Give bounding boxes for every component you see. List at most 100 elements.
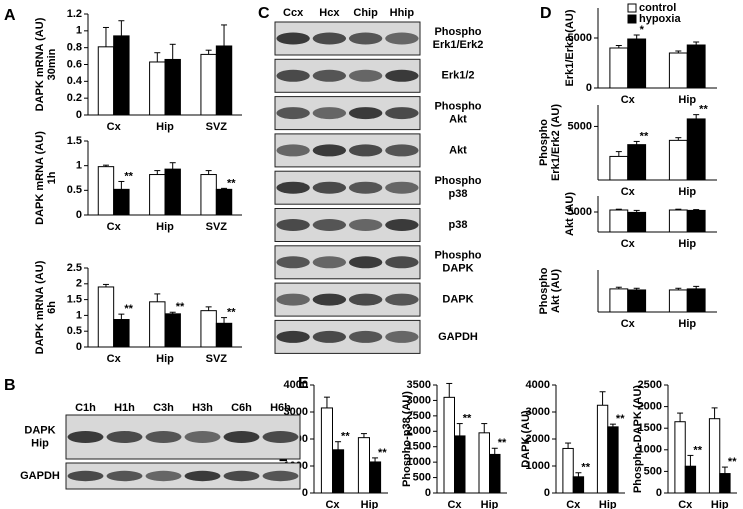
- x-tick-label: Cx: [325, 499, 340, 509]
- row-label: Akt: [449, 114, 467, 126]
- x-tick-label: SVZ: [206, 221, 228, 233]
- blot-band: [276, 144, 310, 157]
- significance: **: [341, 431, 350, 443]
- bar: [609, 47, 629, 89]
- x-tick-label: Hip: [599, 499, 617, 509]
- bar: [686, 209, 706, 233]
- bar: [572, 476, 585, 494]
- blot-band: [276, 32, 310, 45]
- x-tick-label: Cx: [447, 499, 462, 509]
- significance: **: [227, 307, 236, 319]
- x-tick-label: Hip: [678, 94, 696, 106]
- blot-band: [385, 219, 419, 231]
- bar: [200, 53, 217, 116]
- y-tick-label: 3000: [407, 394, 431, 406]
- bar: [357, 437, 370, 494]
- bar: [668, 209, 688, 233]
- legend-label: control: [639, 2, 676, 14]
- y-tick-label: 3500: [407, 379, 431, 391]
- blot-band: [276, 219, 310, 231]
- panel-label: E: [298, 375, 309, 392]
- blot-band: [312, 181, 347, 194]
- y-tick-label: 1000: [407, 456, 431, 468]
- bar: [684, 465, 697, 494]
- lane-label: Hhip: [390, 7, 415, 19]
- bar: [454, 435, 466, 494]
- y-tick-label: 1000: [526, 460, 550, 472]
- significance: **: [498, 437, 507, 449]
- row-label: DAPK: [442, 263, 473, 275]
- significance: **: [616, 413, 625, 425]
- bar: [215, 322, 233, 348]
- blot-band: [312, 32, 347, 45]
- bar: [627, 289, 647, 313]
- significance: **: [581, 462, 590, 474]
- y-axis-label: DAPK mRNA (AU): [34, 17, 46, 111]
- row-label: p38: [449, 219, 468, 231]
- x-tick-label: Hip: [156, 353, 174, 365]
- y-tick-label: 0: [76, 341, 82, 353]
- y-tick-label: 1500: [638, 422, 662, 434]
- legend-label: hypoxia: [639, 13, 681, 25]
- panel-label: B: [4, 377, 16, 394]
- lane-label: Chip: [353, 7, 378, 19]
- bar: [686, 44, 706, 89]
- bar: [113, 35, 130, 116]
- y-tick-label: 0.4: [67, 75, 83, 87]
- x-tick-label: Cx: [621, 186, 636, 198]
- blot-band: [184, 431, 221, 443]
- y-axis-label: Erk1/Erk2 (AU): [550, 104, 562, 181]
- x-tick-label: Hip: [156, 121, 174, 133]
- blot-band: [276, 69, 310, 82]
- blot-band: [312, 69, 347, 82]
- blot-band: [276, 181, 310, 194]
- blot-band: [312, 144, 347, 157]
- bar: [332, 449, 345, 494]
- y-tick-label: 0: [76, 209, 82, 221]
- row-label: GAPDH: [438, 331, 478, 343]
- blot-band: [385, 293, 419, 306]
- blot-band: [348, 181, 383, 194]
- y-tick-label: 0: [544, 487, 550, 499]
- lane-label: H1h: [114, 402, 135, 414]
- blot-band: [312, 219, 347, 231]
- x-tick-label: Cx: [621, 94, 636, 106]
- significance: **: [378, 447, 387, 459]
- row-label: p38: [449, 188, 468, 200]
- blot-band: [385, 330, 419, 343]
- blot-band: [348, 32, 383, 45]
- y-axis-label: 30min: [46, 48, 58, 80]
- y-tick-label: 0.8: [67, 42, 82, 54]
- row-label: Akt: [449, 144, 467, 156]
- blot-band: [262, 431, 299, 443]
- bar: [149, 301, 166, 348]
- y-tick-label: 0: [302, 487, 308, 499]
- y-tick-label: 1.5: [67, 294, 82, 306]
- x-tick-label: Cx: [621, 238, 636, 250]
- row-label: GAPDH: [20, 470, 60, 482]
- bar: [113, 319, 130, 348]
- y-tick-label: 1000: [638, 444, 662, 456]
- y-axis-label: DAPK (AU): [520, 410, 532, 468]
- x-tick-label: Cx: [566, 499, 581, 509]
- bar: [443, 396, 455, 494]
- significance: **: [227, 177, 236, 189]
- significance: **: [728, 456, 737, 468]
- lane-label: H3h: [192, 402, 213, 414]
- y-tick-label: 0.5: [67, 184, 82, 196]
- blot-band: [385, 32, 419, 45]
- lane-label: C3h: [153, 402, 174, 414]
- y-axis-label: Phospho-DAPK (AU): [632, 385, 644, 493]
- bar: [596, 404, 609, 494]
- row-label: Phospho: [434, 250, 481, 262]
- y-axis-label: Erk1/Erk2 (AU): [564, 9, 576, 86]
- row-label: Erk1/2: [441, 70, 474, 82]
- significance: **: [124, 303, 133, 315]
- x-tick-label: Cx: [678, 499, 693, 509]
- bar: [686, 118, 706, 181]
- y-axis-label: DAPK mRNA (AU): [34, 260, 46, 354]
- bar: [97, 46, 115, 116]
- bar: [149, 61, 166, 116]
- y-tick-label: 5000: [568, 206, 592, 218]
